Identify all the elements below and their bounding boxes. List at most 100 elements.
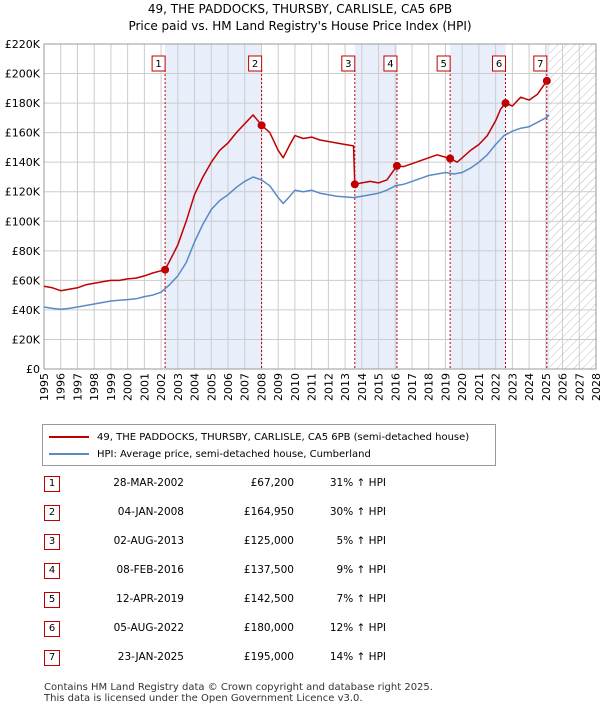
y-tick-label: £180K [5,97,41,110]
future-hatch-region [549,44,596,369]
sale-label-frame [248,55,263,72]
sale-label-number: 3 [345,59,351,70]
y-tick-label: £120K [5,186,41,199]
x-tick-label: 2019 [439,373,452,401]
sale-price: £142,500 [243,593,294,605]
y-tick-label: £20K [12,333,41,346]
x-tick-label: 2023 [506,373,519,401]
sale-date: 04-JAN-2008 [117,506,184,518]
sale-label-number: 1 [155,59,161,70]
sale-point [542,76,551,85]
legend-label-property: 49, THE PADDOCKS, THURSBY, CARLISLE, CA5… [97,431,470,443]
y-tick-label: £100K [5,215,41,228]
x-tick-label: 2006 [222,373,235,401]
legend-swatch-hpi [49,453,89,455]
legend-swatch-property [49,436,89,438]
legend-label-hpi: HPI: Average price, semi-detached house,… [97,448,371,460]
sale-date: 23-JAN-2025 [117,651,184,663]
y-tick-label: £220K [5,38,41,51]
sale-date: 08-FEB-2016 [116,564,184,576]
sale-date: 05-AUG-2022 [113,622,184,634]
sale-label-box: 5 [436,55,451,72]
property-price-line [43,77,550,292]
x-tick-label: 2000 [122,373,135,401]
sale-hpi-change: 31% ↑ HPI [329,477,386,489]
sale-label-number: 7 [537,59,543,70]
sale-label-frame [492,55,507,72]
footer-line-2: This data is licensed under the Open Gov… [44,693,363,704]
y-tick-label: £40K [12,304,41,317]
x-tick-label: 2011 [306,373,319,401]
footer-line-1: Contains HM Land Registry data © Crown c… [44,682,433,693]
sale-hpi-change: 12% ↑ HPI [329,622,386,634]
x-tick-label: 2007 [239,373,252,401]
sale-hpi-change: 5% ↑ HPI [336,535,386,547]
sale-number-badge: 2 [44,505,60,521]
sale-price: £195,000 [243,651,294,663]
sale-label-box: 3 [341,55,356,72]
sale-label-number: 4 [387,59,393,70]
x-tick-label: 2021 [473,373,486,401]
sale-number-badge: 3 [44,534,60,550]
y-tick-label: £200K [5,68,41,81]
sale-price: £164,950 [243,506,294,518]
chart-title: 49, THE PADDOCKS, THURSBY, CARLISLE, CA5… [147,2,453,16]
x-tick-label: 2003 [172,373,185,401]
sale-hpi-change: 9% ↑ HPI [336,564,386,576]
x-tick-label: 1999 [105,373,118,401]
sale-label-box: 1 [151,55,166,72]
sale-label-box: 2 [248,55,263,72]
sale-number-badge: 6 [44,621,60,637]
x-tick-label: 2022 [490,373,503,401]
x-tick-label: 2016 [389,373,402,401]
sale-point [257,121,266,130]
x-tick-label: 1998 [88,373,101,401]
ownership-band [354,44,397,369]
sale-point [350,180,359,189]
x-tick-label: 2014 [356,373,369,401]
chart-legend: 49, THE PADDOCKS, THURSBY, CARLISLE, CA5… [42,424,496,466]
x-tick-label: 2018 [423,373,436,401]
x-tick-label: 2020 [456,373,469,401]
x-tick-label: 2013 [339,373,352,401]
x-tick-label: 2017 [406,373,419,401]
sale-date: 12-APR-2019 [116,593,184,605]
sale-label-frame [341,55,356,72]
x-tick-label: 2005 [205,373,218,401]
x-tick-label: 2002 [155,373,168,401]
sale-label-box: 6 [492,55,507,72]
y-tick-label: £160K [5,127,41,140]
sale-price: £67,200 [250,477,294,489]
y-tick-label: £140K [5,156,41,169]
sale-label-box: 4 [383,55,398,72]
sale-label-frame [151,55,166,72]
sale-number-badge: 5 [44,592,60,608]
x-tick-label: 2001 [138,373,151,401]
x-tick-label: 1995 [38,373,51,401]
sale-label-number: 2 [252,59,258,70]
x-tick-label: 2012 [322,373,335,401]
y-tick-label: £0 [26,363,40,376]
sale-label-number: 5 [440,59,446,70]
sale-label-frame [383,55,398,72]
sale-point [501,99,510,108]
x-tick-label: 2025 [540,373,553,401]
sale-number-badge: 7 [44,650,60,666]
x-tick-label: 2015 [373,373,386,401]
x-tick-label: 2026 [557,373,570,401]
footer-attribution: Contains HM Land Registry data © Crown c… [44,682,433,704]
sale-label-frame [533,55,548,72]
sale-point [392,161,401,170]
sale-hpi-change: 7% ↑ HPI [336,593,386,605]
sale-number-badge: 4 [44,563,60,579]
x-tick-label: 2027 [573,373,586,401]
legend-item-hpi: HPI: Average price, semi-detached house,… [49,446,371,462]
x-tick-label: 2004 [189,373,202,401]
sale-price: £137,500 [243,564,294,576]
sale-point [161,265,170,274]
ownership-band [546,44,550,369]
sale-label-number: 6 [496,59,502,70]
y-tick-label: £80K [12,245,41,258]
ownership-band [450,44,506,369]
sale-price: £125,000 [243,535,294,547]
